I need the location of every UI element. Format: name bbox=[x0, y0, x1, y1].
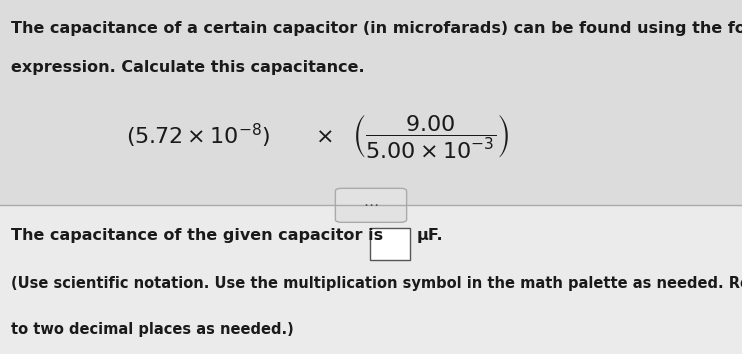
Text: (Use scientific notation. Use the multiplication symbol in the math palette as n: (Use scientific notation. Use the multip… bbox=[11, 276, 742, 291]
FancyBboxPatch shape bbox=[370, 228, 410, 261]
FancyBboxPatch shape bbox=[0, 0, 742, 205]
FancyBboxPatch shape bbox=[0, 205, 742, 354]
Text: to two decimal places as needed.): to two decimal places as needed.) bbox=[11, 322, 294, 337]
Text: ⋯: ⋯ bbox=[364, 198, 378, 213]
Text: The capacitance of the given capacitor is: The capacitance of the given capacitor i… bbox=[11, 228, 384, 243]
Text: $\left(\dfrac{9.00}{5.00\times10^{-3}}\right)$: $\left(\dfrac{9.00}{5.00\times10^{-3}}\r… bbox=[352, 112, 510, 160]
FancyBboxPatch shape bbox=[335, 188, 407, 222]
Text: $\left(5.72\times10^{-8}\right)$: $\left(5.72\times10^{-8}\right)$ bbox=[126, 122, 271, 150]
Text: The capacitance of a certain capacitor (in microfarads) can be found using the f: The capacitance of a certain capacitor (… bbox=[11, 21, 742, 36]
Text: $\times$: $\times$ bbox=[315, 126, 333, 146]
Text: μF.: μF. bbox=[417, 228, 444, 243]
Text: expression. Calculate this capacitance.: expression. Calculate this capacitance. bbox=[11, 60, 365, 75]
